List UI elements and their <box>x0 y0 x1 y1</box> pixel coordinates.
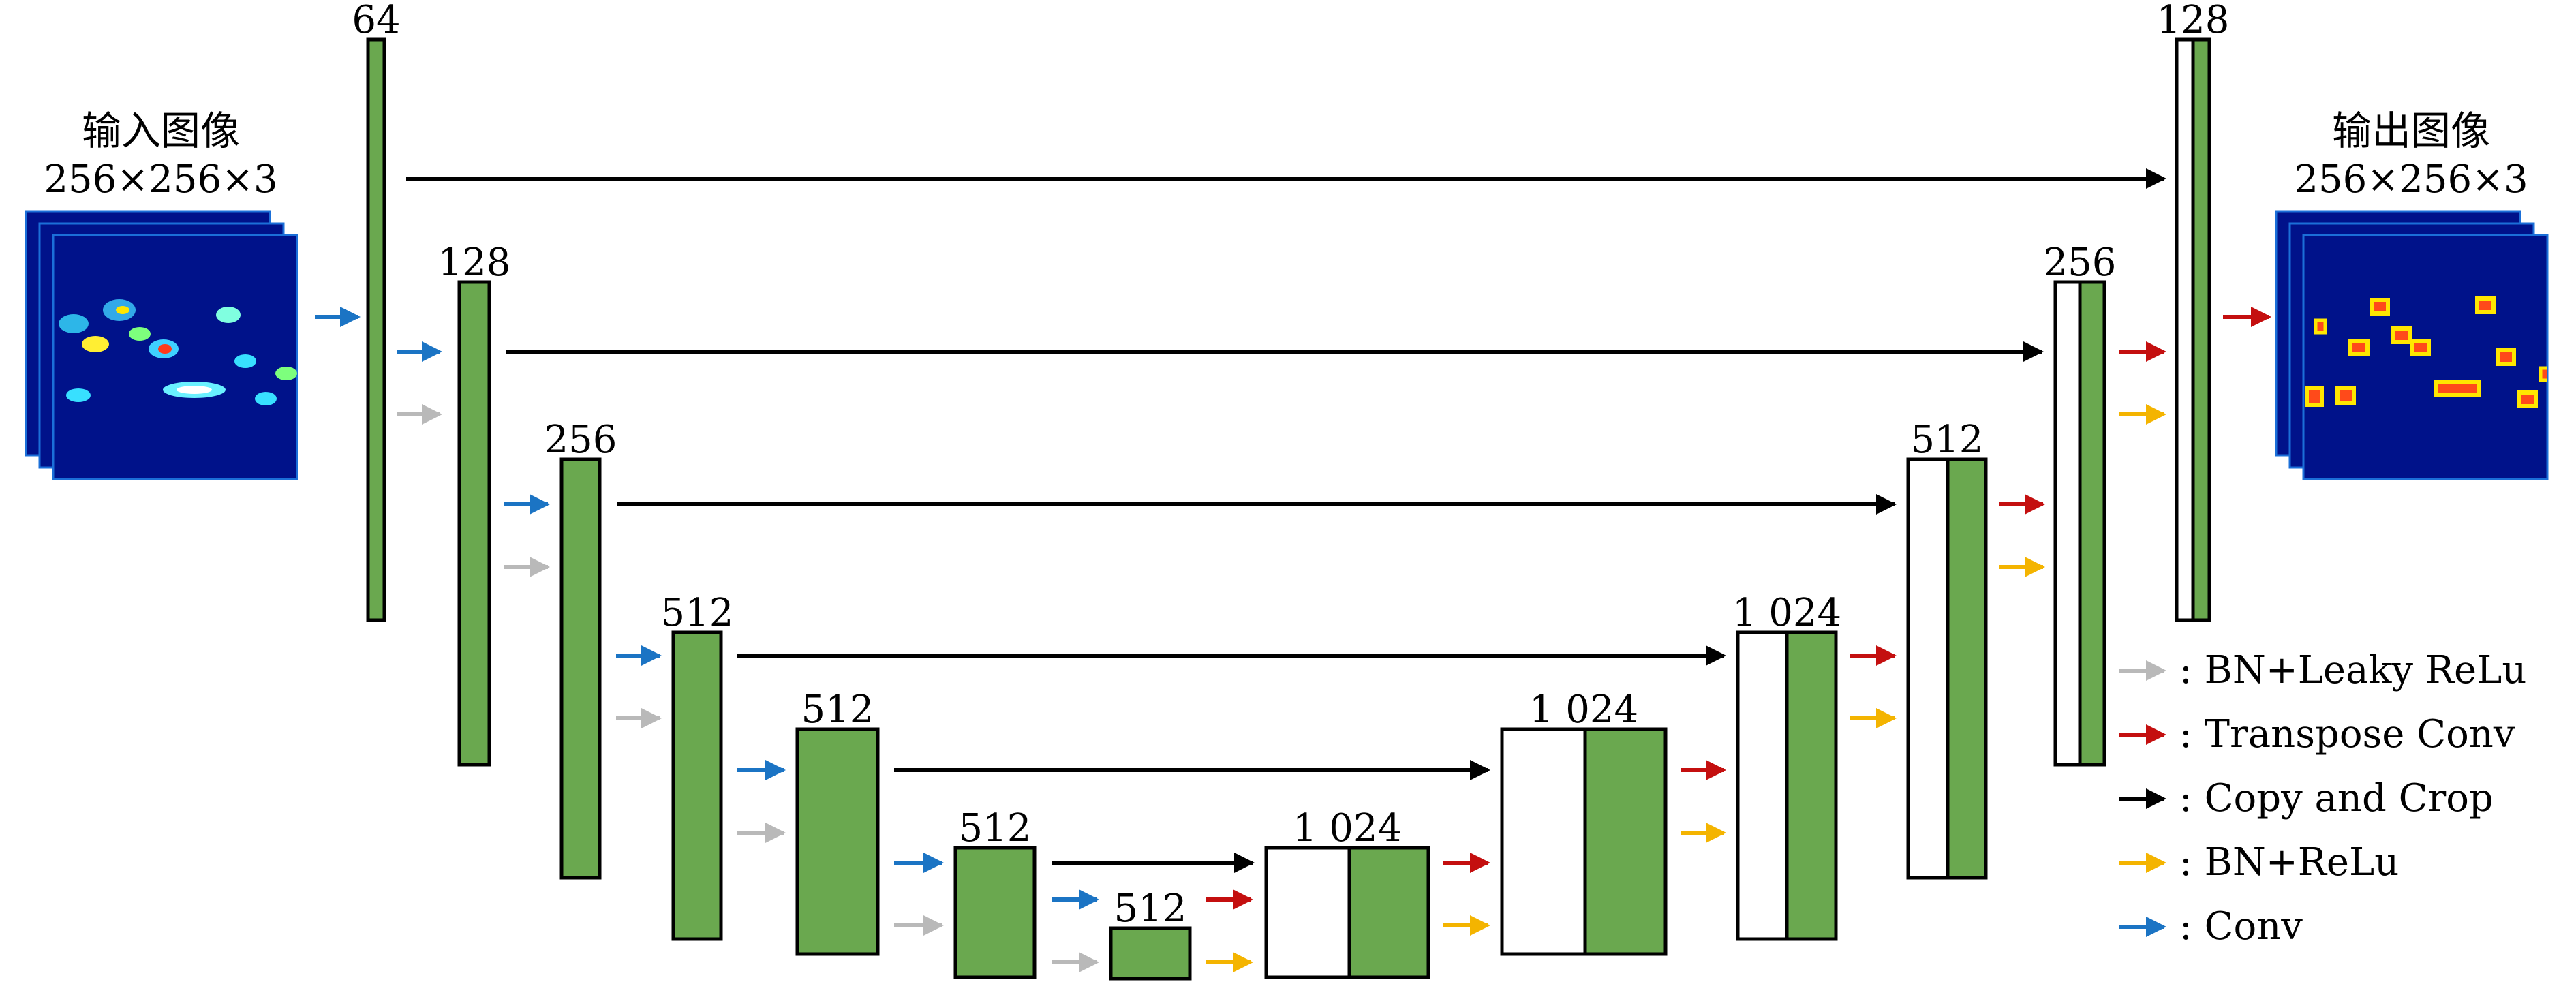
output-image-heatmap <box>2305 296 2547 408</box>
encoder-op-arrows <box>315 307 1099 972</box>
decoder-block-3-copy <box>1736 630 1789 941</box>
output-image-title: 输出图像 <box>2332 108 2490 154</box>
input-image-layer-1 <box>52 234 298 480</box>
decoder-block-2-copy <box>1500 727 1587 956</box>
encoder-label-2: 128 <box>438 241 511 285</box>
encoder-label-6: 512 <box>959 806 1032 850</box>
skip-connections <box>406 168 2166 873</box>
decoder-label-1: 1 024 <box>1293 806 1402 850</box>
legend-label-bn-leaky-relu: : BN+Leaky ReLu <box>2179 648 2526 692</box>
output-image-stack: 输出图像 256×256×3 <box>2275 108 2549 480</box>
decoder-block-2-up <box>1583 727 1668 956</box>
decoder: 1 024 1 024 1 024 512 256 128 <box>1264 0 2230 979</box>
encoder-block-5 <box>795 727 880 956</box>
encoder-block-1 <box>366 37 386 622</box>
decoder-block-5-copy <box>2053 280 2082 767</box>
encoder: 64 128 256 512 512 512 512 <box>352 0 1192 981</box>
bottleneck-block <box>1109 926 1192 981</box>
decoder-label-3: 1 024 <box>1732 591 1841 635</box>
input-image-title: 输入图像 <box>82 108 240 154</box>
decoder-block-6-copy <box>2175 37 2195 622</box>
bottleneck-label: 512 <box>1114 887 1187 931</box>
decoder-block-4-up <box>1946 457 1988 880</box>
encoder-block-2 <box>457 280 491 767</box>
decoder-block-4-copy <box>1906 457 1950 880</box>
decoder-block-6-up <box>2191 37 2211 622</box>
input-image-stack: 输入图像 256×256×3 <box>25 108 298 480</box>
decoder-label-4: 512 <box>1911 418 1984 462</box>
encoder-label-5: 512 <box>801 688 874 732</box>
encoder-label-4: 512 <box>661 591 734 635</box>
decoder-label-6: 128 <box>2157 0 2230 42</box>
decoder-label-2: 1 024 <box>1529 688 1638 732</box>
encoder-block-4 <box>671 630 723 941</box>
decoder-block-1-copy <box>1264 846 1351 979</box>
output-image-size: 256×256×3 <box>2294 157 2528 202</box>
encoder-label-3: 256 <box>545 418 617 462</box>
legend-label-bn-relu: : BN+ReLu <box>2179 840 2399 885</box>
encoder-block-3 <box>559 457 602 880</box>
decoder-block-3-up <box>1785 630 1838 941</box>
encoder-block-6 <box>953 846 1037 979</box>
legend-label-copy-crop: : Copy and Crop <box>2179 776 2494 820</box>
legend-label-conv: : Conv <box>2179 904 2303 949</box>
input-image-heatmap <box>59 299 297 405</box>
decoder-block-1-up <box>1347 846 1430 979</box>
legend: : BN+Leaky ReLu : Transpose Conv : Copy … <box>2119 648 2526 949</box>
legend-label-transpose-conv: : Transpose Conv <box>2179 712 2515 756</box>
decoder-block-5-up <box>2078 280 2106 767</box>
decoder-label-5: 256 <box>2044 241 2117 285</box>
decoder-op-arrows <box>1206 307 2271 972</box>
input-image-size: 256×256×3 <box>44 157 277 202</box>
encoder-label-1: 64 <box>352 0 400 42</box>
